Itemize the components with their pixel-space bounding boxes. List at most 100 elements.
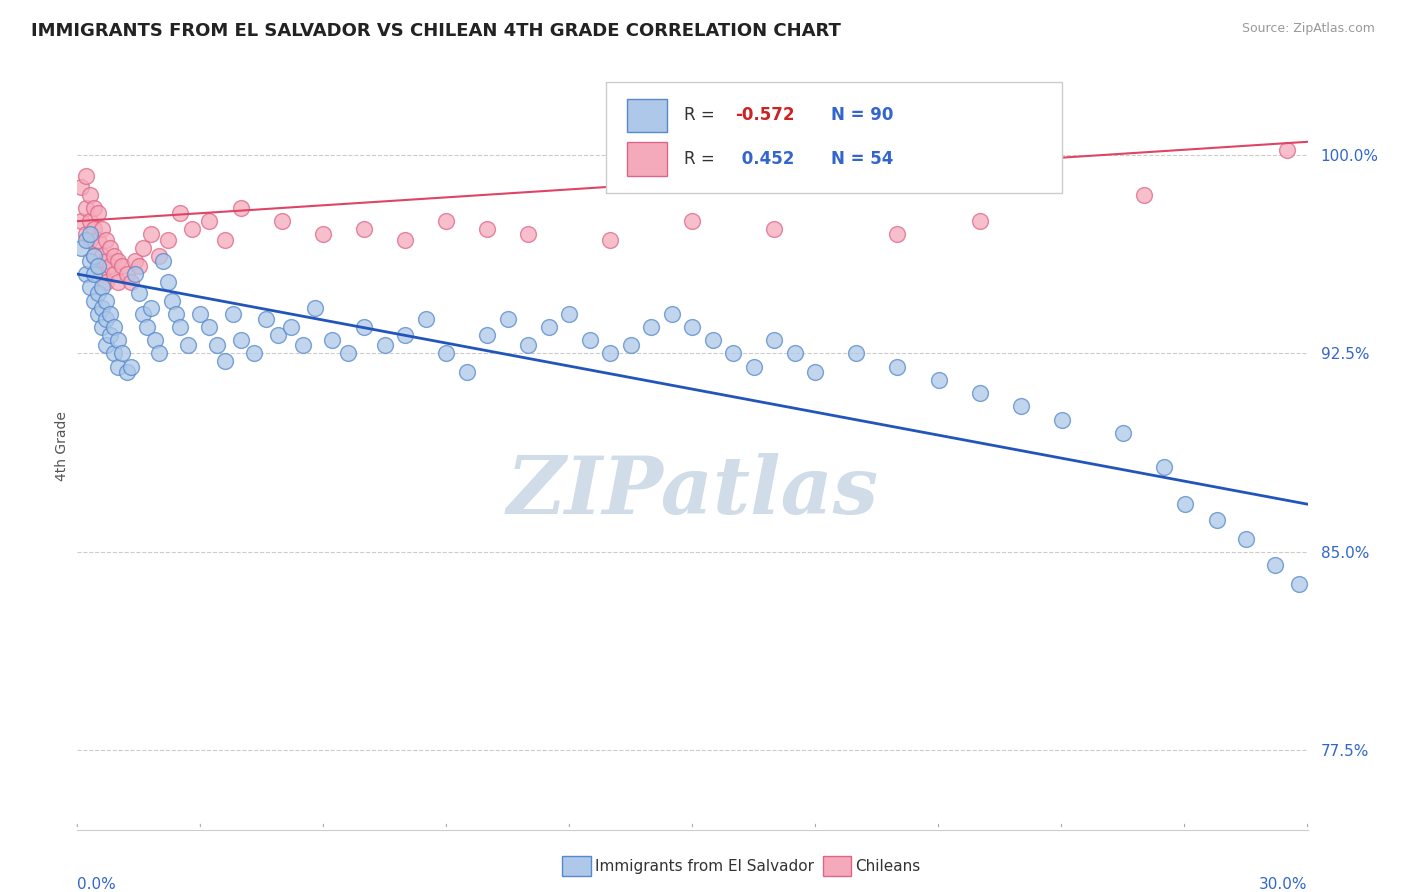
Point <box>90 280 114 294</box>
Text: R =: R = <box>683 106 720 125</box>
Point <box>83 201 105 215</box>
Text: Chileans: Chileans <box>855 859 920 873</box>
Point <box>197 320 219 334</box>
FancyBboxPatch shape <box>606 81 1062 193</box>
Point <box>886 227 908 242</box>
Point <box>75 201 97 215</box>
Point <box>152 253 174 268</box>
Point <box>75 227 97 242</box>
Point <box>79 214 101 228</box>
Point <box>90 267 114 281</box>
Point <box>928 373 950 387</box>
Point <box>312 227 335 242</box>
Point <box>70 214 93 228</box>
Point <box>702 333 724 347</box>
Point <box>271 214 294 228</box>
Text: N = 90: N = 90 <box>831 106 894 125</box>
Point <box>1288 576 1310 591</box>
Text: Source: ZipAtlas.com: Source: ZipAtlas.com <box>1241 22 1375 36</box>
Point <box>79 233 101 247</box>
Point <box>1206 513 1229 527</box>
Point <box>75 169 97 184</box>
Point <box>214 354 236 368</box>
Point <box>394 327 416 342</box>
Point <box>132 241 155 255</box>
Point <box>70 241 93 255</box>
Point <box>517 227 540 242</box>
Point <box>120 359 142 374</box>
Text: 30.0%: 30.0% <box>1260 877 1308 892</box>
Point <box>1050 412 1073 426</box>
Point <box>87 307 110 321</box>
Point <box>87 285 110 300</box>
Point <box>115 267 138 281</box>
Point <box>98 307 121 321</box>
Point <box>456 365 478 379</box>
Point <box>177 338 200 352</box>
Point <box>620 338 643 352</box>
Point <box>148 346 170 360</box>
Point <box>599 346 621 360</box>
Point <box>1264 558 1286 572</box>
Point <box>374 338 396 352</box>
Point <box>124 267 146 281</box>
Bar <box>627 143 666 176</box>
Point <box>83 293 105 308</box>
Point <box>477 327 499 342</box>
Point <box>87 233 110 247</box>
Point <box>107 333 129 347</box>
Point <box>165 307 187 321</box>
Point <box>90 222 114 236</box>
Point <box>169 320 191 334</box>
Text: 0.0%: 0.0% <box>77 877 117 892</box>
Text: IMMIGRANTS FROM EL SALVADOR VS CHILEAN 4TH GRADE CORRELATION CHART: IMMIGRANTS FROM EL SALVADOR VS CHILEAN 4… <box>31 22 841 40</box>
Point <box>1132 187 1154 202</box>
Point <box>205 338 228 352</box>
Point <box>254 312 277 326</box>
Point <box>197 214 219 228</box>
Point <box>79 227 101 242</box>
Point <box>763 333 786 347</box>
Point <box>188 307 212 321</box>
Point <box>79 253 101 268</box>
Point <box>83 248 105 262</box>
Point <box>1174 497 1197 511</box>
Point <box>160 293 183 308</box>
Point <box>70 179 93 194</box>
Point <box>111 259 134 273</box>
Point <box>94 312 117 326</box>
Point <box>969 214 991 228</box>
Point <box>87 259 110 273</box>
Point <box>661 307 683 321</box>
Point <box>517 338 540 352</box>
Point <box>415 312 437 326</box>
Point <box>90 301 114 316</box>
Point <box>94 253 117 268</box>
Point <box>886 359 908 374</box>
Point <box>103 267 125 281</box>
Point <box>156 233 179 247</box>
Y-axis label: 4th Grade: 4th Grade <box>55 411 69 481</box>
Point <box>231 201 253 215</box>
Point <box>128 259 150 273</box>
Text: 0.452: 0.452 <box>735 150 794 168</box>
Point <box>682 214 704 228</box>
Point <box>83 267 105 281</box>
Point <box>267 327 290 342</box>
Point <box>804 365 827 379</box>
Point <box>136 320 159 334</box>
Point <box>83 222 105 236</box>
Point <box>115 365 138 379</box>
Point <box>98 241 121 255</box>
Point <box>1275 143 1298 157</box>
Point <box>128 285 150 300</box>
Point <box>242 346 264 360</box>
Point <box>181 222 204 236</box>
Point <box>124 253 146 268</box>
Point <box>280 320 302 334</box>
Point <box>222 307 245 321</box>
Point <box>79 280 101 294</box>
Point <box>143 333 166 347</box>
Point <box>94 233 117 247</box>
Text: N = 54: N = 54 <box>831 150 894 168</box>
